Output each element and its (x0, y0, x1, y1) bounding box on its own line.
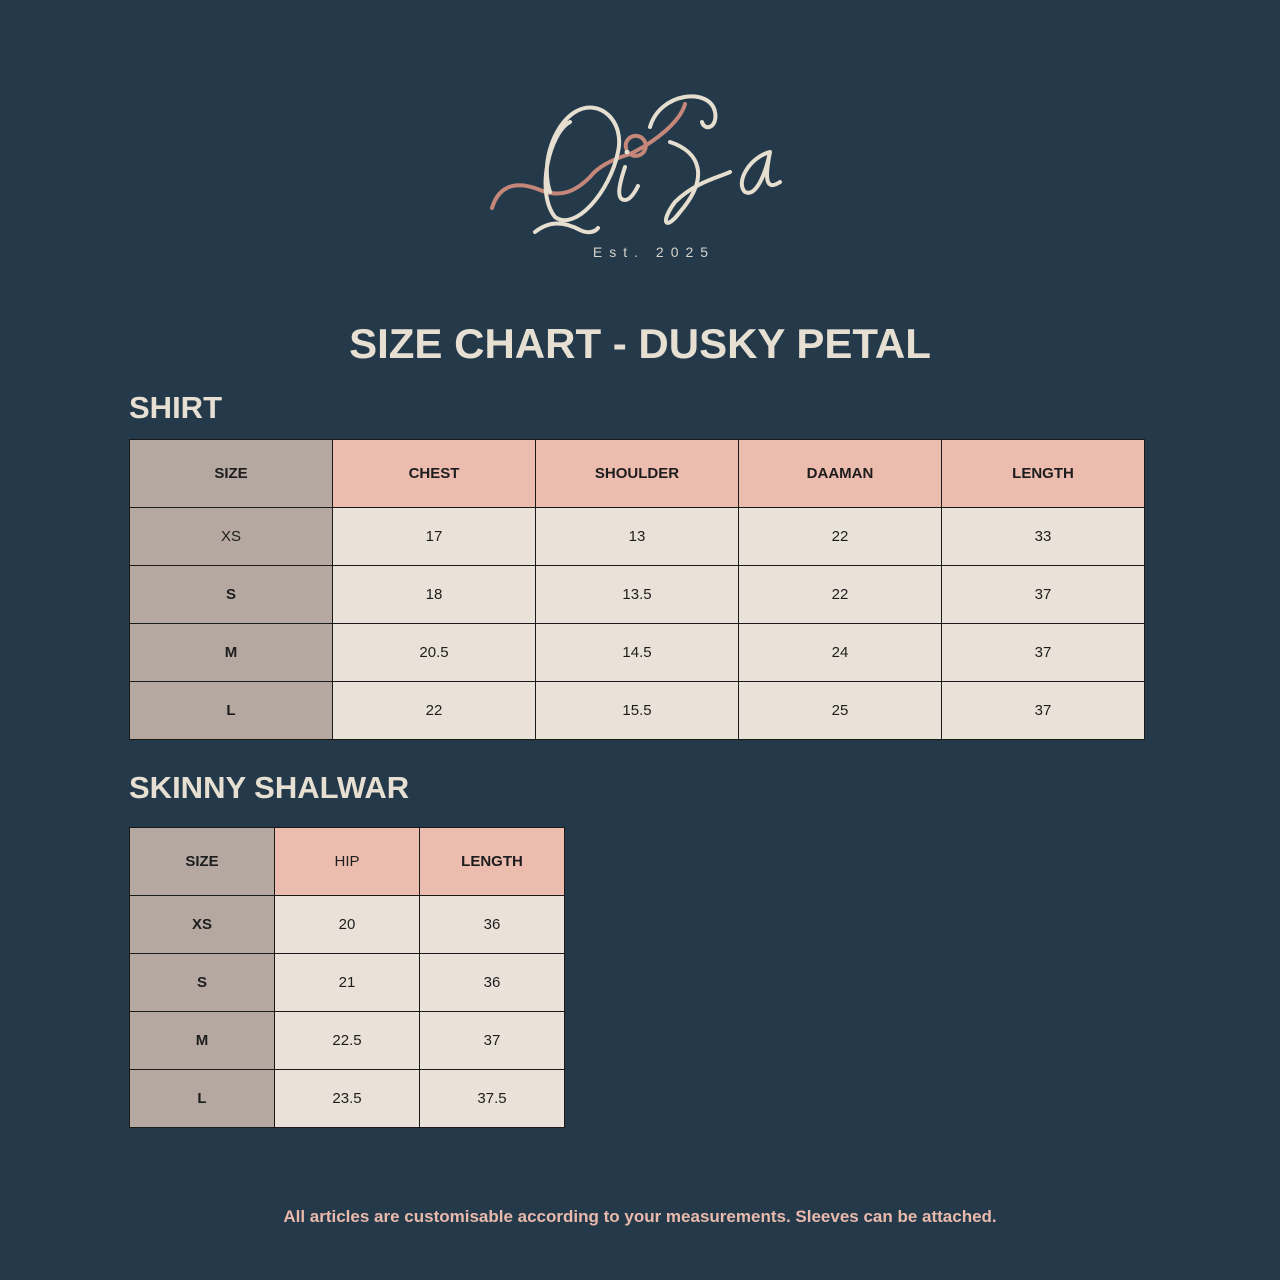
table-row: XS 17 13 22 33 (129, 507, 1145, 566)
size-cell: L (129, 681, 333, 740)
value-cell: 14.5 (535, 623, 739, 682)
value-cell: 37 (419, 1011, 565, 1070)
size-cell: XS (129, 895, 275, 954)
column-header: CHEST (332, 439, 536, 508)
column-header: SIZE (129, 827, 275, 896)
value-cell: 25 (738, 681, 942, 740)
established-text: Est. 2025 (592, 244, 716, 260)
value-cell: 36 (419, 895, 565, 954)
shalwar-size-table: SIZE HIP LENGTH XS 20 36 S 21 36 M 22.5 37 L 23.5 37.5 (129, 827, 565, 1128)
table-row: L 22 15.5 25 37 (129, 681, 1145, 740)
value-cell: 23.5 (274, 1069, 420, 1128)
size-cell: L (129, 1069, 275, 1128)
column-header: LENGTH (419, 827, 565, 896)
size-cell: M (129, 1011, 275, 1070)
value-cell: 22.5 (274, 1011, 420, 1070)
value-cell: 13.5 (535, 565, 739, 624)
table-row: XS 20 36 (129, 895, 565, 954)
table-row: M 22.5 37 (129, 1011, 565, 1070)
column-header: HIP (274, 827, 420, 896)
column-header: SIZE (129, 439, 333, 508)
page-title: SIZE CHART - DUSKY PETAL (349, 320, 931, 367)
value-cell: 37.5 (419, 1069, 565, 1128)
table-row: S 21 36 (129, 953, 565, 1012)
value-cell: 37 (941, 623, 1145, 682)
size-cell: S (129, 953, 275, 1012)
size-cell: M (129, 623, 333, 682)
value-cell: 36 (419, 953, 565, 1012)
table-row: S 18 13.5 22 37 (129, 565, 1145, 624)
value-cell: 22 (738, 507, 942, 566)
size-cell: XS (129, 507, 333, 566)
table-row: M 20.5 14.5 24 37 (129, 623, 1145, 682)
header-row: SIZE CHEST SHOULDER DAAMAN LENGTH (129, 439, 1145, 508)
column-header: LENGTH (941, 439, 1145, 508)
value-cell: 20.5 (332, 623, 536, 682)
footer-note: All articles are customisable according … (283, 1207, 997, 1226)
value-cell: 37 (941, 565, 1145, 624)
value-cell: 37 (941, 681, 1145, 740)
value-cell: 18 (332, 565, 536, 624)
value-cell: 22 (738, 565, 942, 624)
value-cell: 17 (332, 507, 536, 566)
table-row: L 23.5 37.5 (129, 1069, 565, 1128)
qisa-logo (490, 94, 782, 235)
value-cell: 13 (535, 507, 739, 566)
shalwar-heading: SKINNY SHALWAR (129, 770, 410, 805)
value-cell: 21 (274, 953, 420, 1012)
column-header: DAAMAN (738, 439, 942, 508)
value-cell: 20 (274, 895, 420, 954)
header-row: SIZE HIP LENGTH (129, 827, 565, 896)
value-cell: 22 (332, 681, 536, 740)
value-cell: 24 (738, 623, 942, 682)
column-header: SHOULDER (535, 439, 739, 508)
size-cell: S (129, 565, 333, 624)
shirt-heading: SHIRT (129, 390, 222, 425)
value-cell: 33 (941, 507, 1145, 566)
value-cell: 15.5 (535, 681, 739, 740)
shirt-size-table: SIZE CHEST SHOULDER DAAMAN LENGTH XS 17 13 22 33 S… (129, 439, 1145, 740)
